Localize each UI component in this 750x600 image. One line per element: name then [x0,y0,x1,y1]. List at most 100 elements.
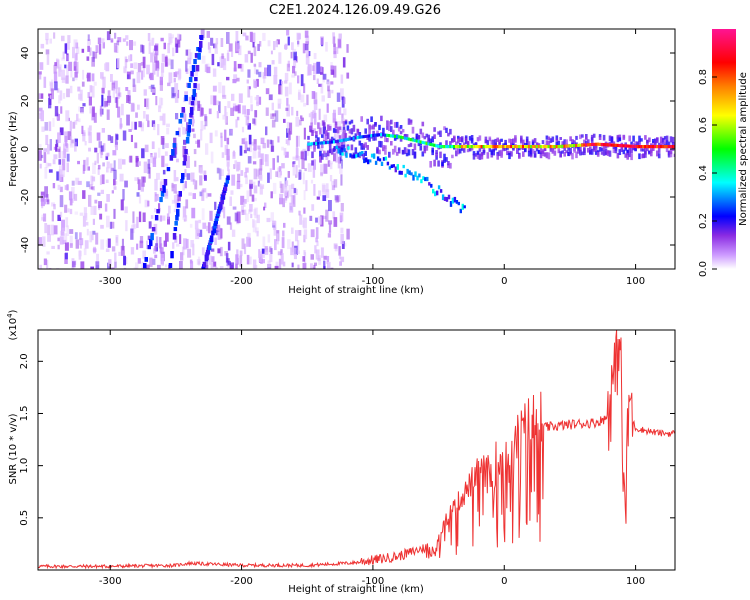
spectrogram-noise-cell [43,148,47,152]
spectrogram-band-halo [547,152,551,160]
spectrogram-band-halo [315,131,318,137]
spectrogram-noise-cell [224,106,227,117]
spectrogram-band-halo [608,135,612,142]
spectrogram-y-tick-label: -20 [20,189,31,205]
spectrogram-band-core [539,145,542,149]
spectrogram-noise-cell [191,207,196,219]
spectrogram-noise-cell [204,175,207,181]
spectrogram-noise-cell [275,171,278,177]
spectrogram-noise-cell [330,267,334,269]
spectrogram-noise-cell [173,137,177,144]
spectrogram-streak-cell [201,269,205,275]
spectrogram-noise-cell [100,152,103,159]
spectrogram-noise-cell [154,196,157,202]
spectrogram-band-halo [451,154,454,159]
spectrogram-streak-cell [159,197,163,203]
spectrogram-noise-cell [323,163,328,174]
spectrogram-noise-cell [265,107,269,116]
spectrogram-noise-cell [325,189,330,198]
spectrogram-noise-cell [129,54,133,62]
spectrogram-noise-cell [298,210,301,216]
spectrogram-noise-cell [336,92,341,102]
spectrogram-noise-cell [66,162,69,173]
spectrogram-noise-cell [273,227,277,236]
spectrogram-noise-cell [183,238,187,250]
spectrogram-noise-cell [298,172,302,180]
spectrogram-noise-cell [160,98,164,106]
spectrogram-noise-cell [139,236,144,244]
spectrogram-noise-cell [224,251,228,256]
spectrogram-band-halo [559,154,562,158]
spectrogram-noise-cell [313,53,317,60]
spectrogram-band-core [498,145,501,149]
spectrogram-noise-cell [157,147,161,158]
spectrogram-noise-cell [203,170,207,180]
spectrogram-band-halo [667,141,671,148]
spectrogram-band-halo [358,153,362,159]
spectrogram-noise-cell [71,180,75,186]
spectrogram-band-halo [458,143,462,147]
spectrogram-noise-cell [148,86,152,90]
spectrogram-band-core [346,137,349,141]
spectrogram-noise-cell [241,209,245,215]
spectrogram-noise-cell [69,208,73,215]
spectrogram-band-halo [602,134,606,141]
spectrogram-noise-cell [160,37,164,42]
spectrogram-noise-cell [56,58,59,68]
spectrogram-noise-cell [187,49,191,59]
spectrogram-band-core [671,145,674,149]
spectrogram-noise-cell [79,244,82,249]
spectrogram-noise-cell [232,206,237,210]
spectrogram-arm-cell [428,182,431,186]
spectrogram-noise-cell [73,61,77,71]
spectrogram-band-halo [482,146,486,153]
spectrogram-noise-cell [43,152,47,163]
spectrogram-noise-cell [98,44,102,55]
spectrogram-noise-cell [327,85,330,92]
spectrogram-band-halo [380,141,383,148]
spectrogram-noise-cell [212,68,217,77]
spectrogram-band-halo [392,148,395,155]
spectrogram-noise-cell [59,90,63,101]
spectrogram-band-halo [537,143,541,147]
spectrogram-noise-cell [192,243,195,256]
spectrogram-band-halo [478,135,482,141]
spectrogram-arm-cell [406,168,409,174]
spectrogram-noise-cell [86,157,89,166]
spectrogram-noise-cell [80,108,84,114]
spectrogram-noise-cell [299,119,302,126]
spectrogram-band-halo [648,150,651,155]
spectrogram-noise-cell [256,214,260,224]
spectrogram-band-core [468,145,471,149]
spectrogram-band-core [640,145,643,149]
spectrogram-noise-cell [327,233,331,238]
spectrogram-noise-cell [130,102,135,112]
spectrogram-arm-cell [367,159,370,165]
spectrogram-noise-cell [303,190,306,201]
spectrogram-band-halo [326,132,330,139]
spectrogram-noise-cell [235,263,238,269]
spectrogram-noise-cell [148,221,152,229]
spectrogram-band-halo [652,139,655,143]
spectrogram-noise-cell [331,89,334,94]
spectrogram-noise-cell [252,161,257,165]
spectrogram-noise-cell [340,88,344,99]
spectrogram-noise-cell [222,114,225,120]
spectrogram-noise-cell [144,199,149,208]
spectrogram-noise-cell [258,96,262,105]
spectrogram-noise-cell [226,155,230,167]
spectrogram-noise-cell [242,32,247,37]
spectrogram-noise-cell [90,206,94,215]
spectrogram-noise-cell [236,161,241,171]
spectrogram-arm-cell [374,160,378,165]
spectrogram-noise-cell [94,199,98,204]
spectrogram-noise-cell [72,121,76,129]
spectrogram-band-halo [388,151,391,158]
spectrogram-noise-cell [239,145,243,156]
spectrogram-noise-cell [332,211,336,219]
spectrogram-band-halo [366,145,369,150]
spectrogram-noise-cell [224,145,229,156]
spectrogram-noise-cell [236,77,240,82]
spectrogram-noise-cell [53,64,57,74]
spectrogram-noise-cell [291,183,295,189]
